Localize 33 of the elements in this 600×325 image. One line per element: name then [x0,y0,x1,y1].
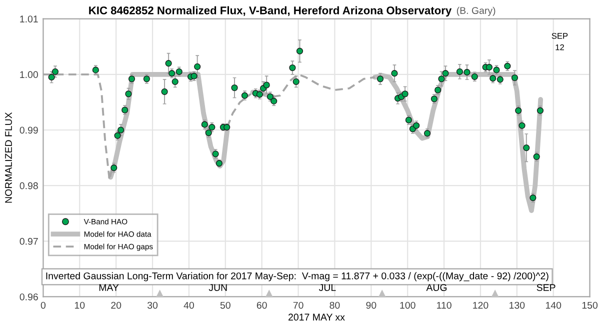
y-tick-label: 1.01 [20,16,38,22]
x-tick-label: 100 [400,302,416,309]
x-tick-label: 140 [546,302,562,309]
x-tick-label: 80 [330,302,340,309]
x-tick-label: 50 [220,302,230,309]
y-tick-label: 0.96 [20,293,38,300]
x-tick-label: 40 [184,302,194,309]
x-tick-label: 120 [473,302,488,309]
x-axis-title: 2017 MAY xx [288,314,345,321]
x-tick-label: 30 [147,302,158,309]
y-axis-title: NORMALIZED FLUX [5,112,12,203]
y-tick-label: 0.97 [20,238,38,245]
x-tick-label: 0 [40,302,46,309]
y-tick-label: 0.99 [20,126,38,134]
x-tick-label: 90 [366,302,376,309]
annotation: MAY [99,284,119,291]
x-tick-label: 150 [582,302,598,309]
y-tick-label: 0.98 [20,182,38,190]
annotation: JUN [208,284,227,291]
annotation: JUL [318,284,336,291]
x-tick-label: 10 [74,302,85,309]
annotation: SEP 12 [552,32,568,50]
annotation: Inverted Gaussian Long-Term Variation for 2017 May-Sep: V-mag = 11.877 + 0.033 / (exp(-((May_date - 92) /200)^2) [46,272,548,282]
chart-subtitle: (B. Gary) [456,6,496,16]
annotation: SEP [536,284,556,291]
x-tick-label: 60 [256,302,267,309]
x-tick-label: 70 [293,302,304,309]
annotation: AUG [426,284,447,291]
x-tick-label: 20 [111,302,122,309]
x-tick-label: 110 [437,302,452,309]
y-tick-label: 1.00 [20,71,38,78]
chart-title: KIC 8462852 Normalized Flux, V-Band, Hereford Arizona Observatory [89,6,452,17]
x-tick-label: 130 [510,302,525,309]
